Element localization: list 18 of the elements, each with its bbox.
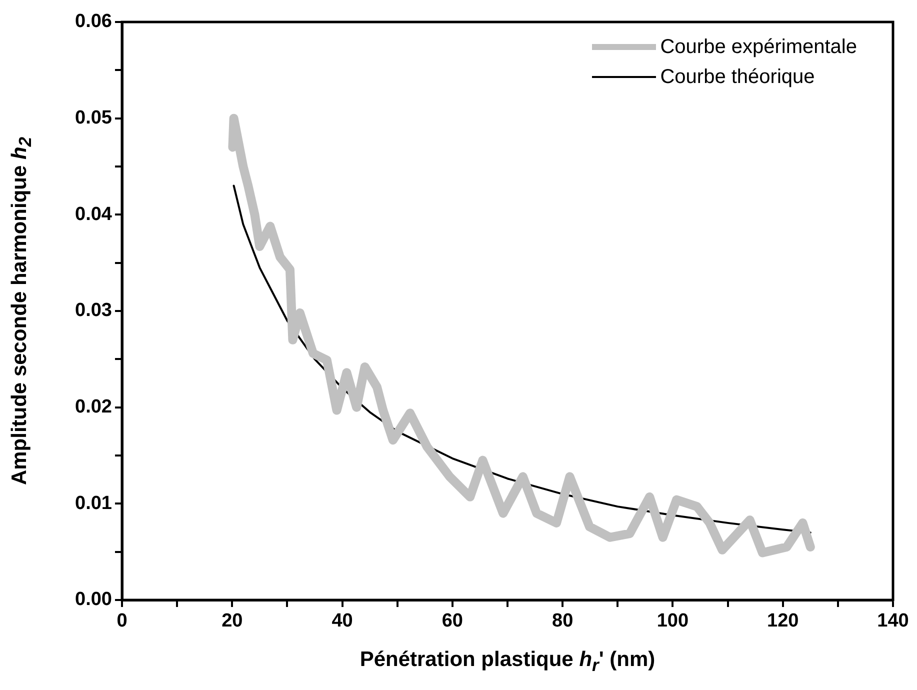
- x-tick-label: 80: [552, 610, 574, 632]
- y-tick-label: 0.05: [75, 108, 112, 129]
- y-tick-label: 0.02: [75, 396, 112, 418]
- y-tick-label: 0.00: [75, 589, 112, 610]
- y-tick-label: 0.03: [75, 300, 112, 322]
- x-tick-label: 40: [332, 610, 353, 632]
- x-tick-label: 0: [116, 610, 128, 632]
- y-tick-label: 0.01: [75, 492, 112, 514]
- x-tick-label: 60: [442, 610, 463, 632]
- legend-label: Courbe théorique: [660, 66, 815, 88]
- x-tick-label: 100: [656, 610, 689, 632]
- x-tick-label: 20: [222, 610, 243, 632]
- x-tick-label: 140: [877, 610, 909, 632]
- y-tick-label: 0.04: [75, 204, 112, 225]
- y-tick-label: 0.06: [75, 11, 112, 32]
- x-axis-title: Pénétration plastique h$_{r}$' (nm): [358, 648, 656, 676]
- legend-label: Courbe expérimentale: [660, 36, 857, 58]
- x-tick-label: 120: [767, 610, 799, 632]
